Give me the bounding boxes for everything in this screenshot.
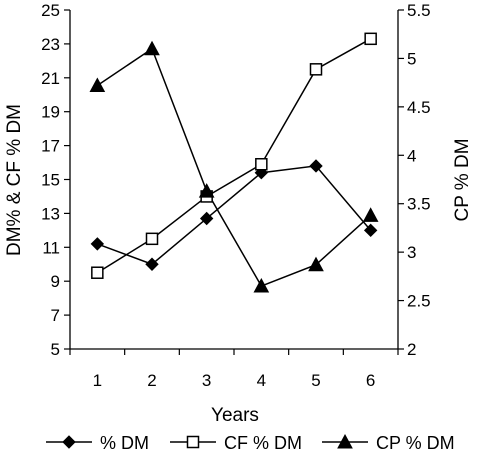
y-left-tick-label: 11: [42, 238, 60, 257]
y-right-tick-label: 4.5: [407, 98, 431, 117]
y-left-tick-label: 17: [41, 137, 60, 156]
series-lines-group: [96, 38, 372, 287]
series-line: [96, 38, 372, 274]
y-right-tick-label: 5.5: [407, 1, 431, 20]
data-point-marker: [362, 207, 379, 222]
x-tick-label: 3: [202, 371, 211, 390]
data-point-marker: [90, 237, 105, 251]
y-axis-right-title: CP % DM: [452, 138, 473, 221]
legend-label: CF % DM: [224, 433, 302, 453]
y-axis-left-title: DM% & CF % DM: [4, 104, 25, 256]
series-line: [96, 47, 372, 287]
data-point-marker: [309, 63, 323, 76]
legend-label: CP % DM: [376, 433, 455, 453]
data-point-marker: [309, 159, 323, 173]
y-left-tick-label: 19: [41, 103, 60, 122]
legend-marker: [186, 435, 200, 449]
x-tick-label: 5: [311, 371, 320, 390]
y-left-tick-label: 15: [41, 171, 60, 190]
y-left-tick-label: 23: [41, 35, 60, 54]
data-point-marker: [145, 257, 159, 271]
legend-marker: [62, 435, 76, 449]
x-tick-label: 6: [366, 371, 375, 390]
data-point-marker: [198, 183, 215, 198]
x-tick-label: 4: [257, 371, 266, 390]
legend: % DM CF % DM CP % DM: [46, 433, 455, 453]
y-right-tick-label: 5: [407, 49, 416, 68]
y-right-tick-label: 3.5: [407, 195, 431, 214]
y-left-tick-label: 9: [51, 272, 60, 291]
data-point-marker: [145, 232, 159, 246]
y-right-tick-label: 3: [407, 243, 416, 262]
x-axis-title: Years: [211, 405, 259, 426]
data-point-marker: [364, 32, 377, 46]
data-point-marker: [255, 157, 268, 171]
x-tick-label: 2: [147, 371, 156, 390]
y-left-tick-label: 13: [41, 204, 60, 223]
y-left-tick-label: 5: [51, 340, 60, 359]
data-point-marker: [199, 211, 214, 226]
y-left-tick-label: 7: [51, 306, 60, 325]
legend-label: % DM: [100, 433, 149, 453]
series-line: [97, 165, 372, 266]
y-right-tick-label: 2: [407, 340, 416, 359]
data-point-marker: [363, 223, 378, 238]
data-point-marker: [308, 256, 324, 272]
y-right-tick-label: 4: [407, 146, 416, 165]
legend-marker: [337, 433, 353, 449]
y-left-tick-label: 25: [41, 1, 60, 20]
data-point-marker: [144, 40, 160, 56]
data-point-marker: [253, 277, 270, 293]
y-right-tick-label: 2.5: [407, 292, 431, 311]
y-left-tick-label: 21: [41, 69, 60, 88]
x-tick-label: 1: [93, 371, 102, 390]
data-point-marker: [91, 266, 104, 279]
data-point-marker: [89, 77, 106, 93]
markers-group: [89, 32, 379, 293]
